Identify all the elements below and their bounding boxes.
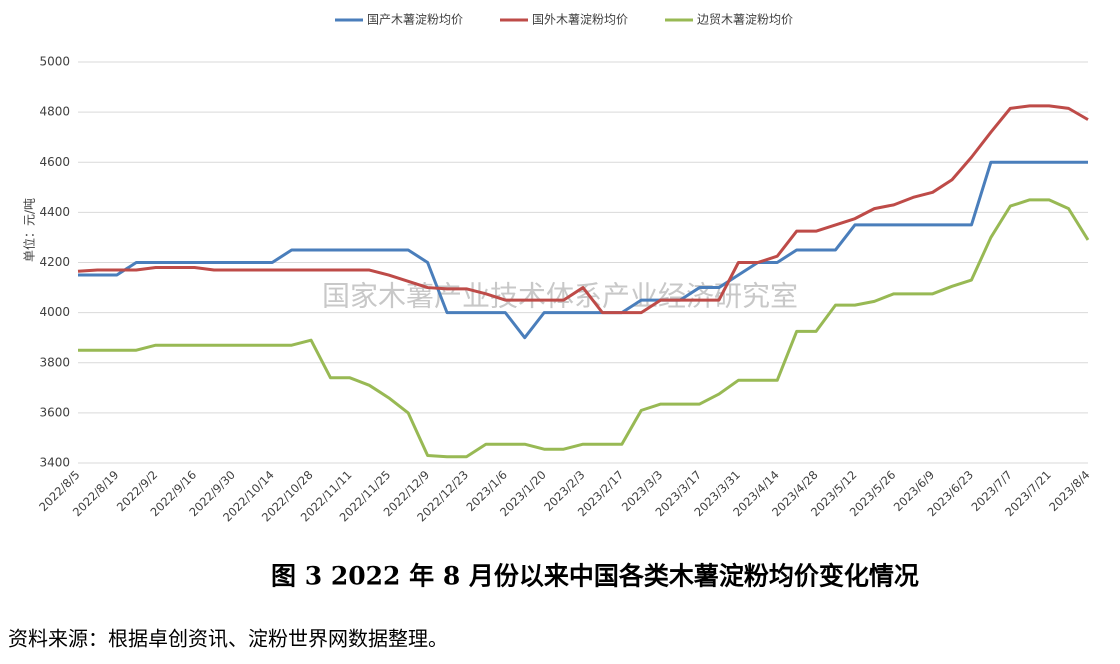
y-tick-label: 3400 <box>39 456 70 470</box>
y-tick-label: 4800 <box>39 105 70 119</box>
y-tick-label: 5000 <box>39 55 70 69</box>
legend-label: 国产木薯淀粉均价 <box>367 13 463 27</box>
y-tick-label: 4400 <box>39 205 70 219</box>
y-tick-label: 3600 <box>39 405 70 419</box>
y-tick-label: 3800 <box>39 355 70 369</box>
y-tick-label: 4000 <box>39 305 70 319</box>
caption: 图 3 2022 年 8 月份以来中国各类木薯淀粉均价变化情况 <box>271 562 919 591</box>
watermark: 国家木薯产业技术体系产业经济研究室 <box>322 280 798 313</box>
series-line <box>78 198 1090 459</box>
x-tick-label: 2023/8/4 <box>1046 468 1092 514</box>
series-line <box>78 160 1088 340</box>
y-tick-label: 4600 <box>39 155 70 169</box>
source: 资料来源：根据卓创资讯、淀粉世界网数据整理。 <box>8 627 448 651</box>
series-line <box>77 104 1089 315</box>
y-axis-label: 单位：元/吨 <box>22 198 37 262</box>
legend-label: 国外木薯淀粉均价 <box>532 13 628 27</box>
legend-label: 边贸木薯淀粉均价 <box>697 13 793 27</box>
y-tick-label: 4200 <box>39 255 70 269</box>
